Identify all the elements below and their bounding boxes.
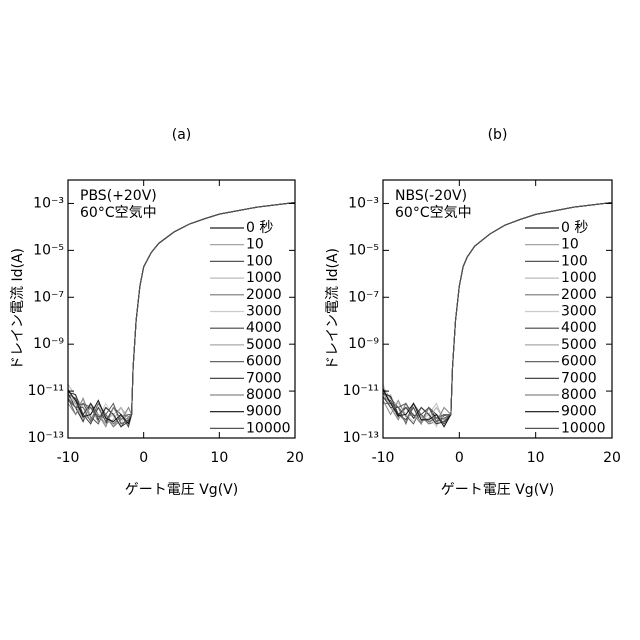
legend-label: 10: [561, 237, 579, 253]
y-tick-label: 10⁻⁷: [348, 289, 379, 305]
x-tick-label: 10: [210, 450, 228, 466]
x-tick-label: 0: [139, 450, 148, 466]
x-tick-label: 20: [603, 450, 621, 466]
legend-label: 4000: [561, 320, 597, 336]
legend-label: 2000: [561, 287, 597, 303]
y-tick-label: 10⁻⁷: [33, 289, 64, 305]
legend-label: 5000: [561, 337, 597, 353]
legend-label: 1000: [561, 270, 597, 286]
figure: (a) -10 0 10 20 10⁻¹³ 10⁻¹¹ 10⁻⁹ 10⁻⁷ 10⁻⁵ 10⁻³ ゲート…: [0, 0, 640, 640]
legend-label: 4000: [246, 320, 282, 336]
x-tick-label: -10: [372, 450, 395, 466]
panel-label: (b): [488, 127, 508, 143]
y-tick-label: 10⁻¹¹: [28, 383, 64, 399]
legend-label: 10: [246, 237, 264, 253]
legend-label: 3000: [246, 304, 282, 320]
legend-label: 7000: [561, 370, 597, 386]
y-tick-label: 10⁻⁹: [348, 336, 379, 352]
x-axis-label: ゲート電圧 Vg(V): [441, 482, 554, 498]
legend-label: 5000: [246, 337, 282, 353]
legend-label: 8000: [561, 387, 597, 403]
y-tick-label: 10⁻¹³: [343, 430, 379, 446]
annotation: 60°C空気中: [80, 205, 157, 221]
annotation: 60°C空気中: [395, 205, 472, 221]
x-tick-label: -10: [57, 450, 80, 466]
y-axis-label: ドレイン電流 Id(A): [325, 248, 341, 370]
page: (a) -10 0 10 20 10⁻¹³ 10⁻¹¹ 10⁻⁹ 10⁻⁷ 10⁻⁵ 10⁻³ ゲート…: [0, 0, 640, 640]
legend-label: 10000: [246, 420, 291, 436]
x-tick-label: 0: [455, 450, 464, 466]
legend-label: 6000: [561, 354, 597, 370]
legend-label: 10000: [561, 420, 606, 436]
y-tick-label: 10⁻⁵: [348, 242, 379, 258]
x-tick-label: 10: [527, 450, 545, 466]
legend-label: 1000: [246, 270, 282, 286]
legend-label: 3000: [561, 304, 597, 320]
y-tick-label: 10⁻³: [33, 195, 64, 211]
annotation: PBS(+20V): [80, 188, 157, 204]
legend-label: 0 秒: [246, 220, 273, 236]
legend-label: 100: [246, 253, 273, 269]
legend-label: 7000: [246, 370, 282, 386]
panel: (b) -10 0 10 20 10⁻¹³ 10⁻¹¹ 10⁻⁹ 10⁻⁷ 10⁻⁵ 10⁻³ ゲート…: [325, 127, 621, 498]
x-axis-label: ゲート電圧 Vg(V): [125, 482, 238, 498]
panel: (a) -10 0 10 20 10⁻¹³ 10⁻¹¹ 10⁻⁹ 10⁻⁷ 10⁻⁵ 10⁻³ ゲート…: [10, 127, 304, 498]
y-tick-label: 10⁻⁹: [33, 336, 64, 352]
annotation: NBS(-20V): [395, 188, 467, 204]
legend-label: 6000: [246, 354, 282, 370]
legend-label: 0 秒: [561, 220, 588, 236]
legend-label: 2000: [246, 287, 282, 303]
panel-label: (a): [172, 127, 192, 143]
legend-label: 9000: [561, 404, 597, 420]
y-tick-label: 10⁻³: [348, 195, 379, 211]
legend-label: 100: [561, 253, 588, 269]
y-axis-label: ドレイン電流 Id(A): [10, 248, 26, 370]
y-tick-label: 10⁻⁵: [33, 242, 64, 258]
legend-label: 9000: [246, 404, 282, 420]
x-tick-label: 20: [286, 450, 304, 466]
y-tick-label: 10⁻¹¹: [343, 383, 379, 399]
y-tick-label: 10⁻¹³: [28, 430, 64, 446]
legend-label: 8000: [246, 387, 282, 403]
